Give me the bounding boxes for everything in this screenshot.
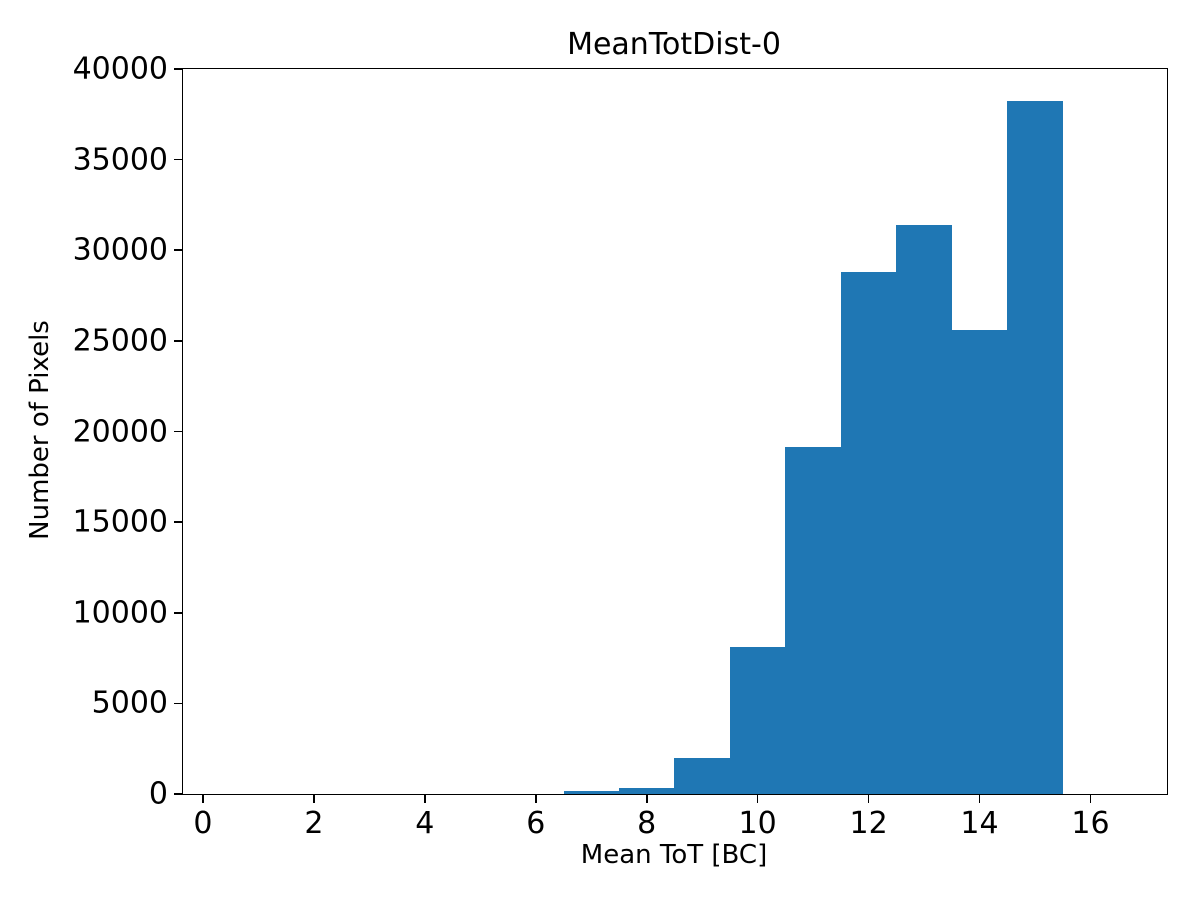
x-tick-label: 0 xyxy=(193,806,213,841)
y-tick-mark xyxy=(174,793,183,795)
y-tick-label: 40000 xyxy=(72,51,168,87)
x-axis-label: Mean ToT [BC] xyxy=(580,840,768,870)
x-tick-mark xyxy=(313,794,315,803)
x-tick-mark xyxy=(756,794,759,803)
x-tick-label: 16 xyxy=(1071,806,1110,841)
y-tick-mark xyxy=(174,249,183,252)
x-tick-mark xyxy=(202,794,204,803)
y-tick-mark xyxy=(174,521,183,523)
x-tick-label: 2 xyxy=(304,806,324,841)
x-tick-mark xyxy=(423,794,426,803)
y-tick-mark xyxy=(174,702,183,705)
x-tick-label: 12 xyxy=(849,806,888,841)
y-tick-label: 20000 xyxy=(72,414,168,449)
y-tick-label: 30000 xyxy=(72,232,168,268)
y-tick-mark xyxy=(174,158,183,161)
histogram-bar xyxy=(618,788,675,794)
y-tick-label: 5000 xyxy=(91,685,168,721)
y-tick-mark xyxy=(174,68,183,70)
x-tick-label: 10 xyxy=(738,806,777,841)
histogram-bar xyxy=(785,446,841,794)
y-axis-label: Number of Pixels xyxy=(25,320,55,540)
histogram-bar xyxy=(563,791,619,794)
histogram-bar xyxy=(951,330,1008,794)
x-tick-mark xyxy=(867,794,870,803)
x-tick-label: 8 xyxy=(637,806,657,841)
x-tick-label: 6 xyxy=(526,806,546,841)
y-tick-mark xyxy=(174,340,183,342)
histogram-bar xyxy=(674,757,730,794)
histogram-bar xyxy=(729,647,786,794)
x-tick-mark xyxy=(1089,794,1092,803)
plot-title: MeanTotDist-0 xyxy=(567,27,781,62)
x-tick-label: 4 xyxy=(415,806,435,841)
y-tick-mark xyxy=(174,611,183,614)
histogram-bar xyxy=(1007,101,1063,794)
y-tick-label: 25000 xyxy=(72,323,168,359)
plot-area: 0 2 4 6 8 10 12 14 16 0 5000 10000 15000 20000 25000 30… xyxy=(73,52,1168,841)
x-tick-mark xyxy=(534,794,537,803)
x-tick-label: 14 xyxy=(960,806,999,841)
y-tick-mark xyxy=(174,430,183,433)
histogram-bar xyxy=(840,272,897,794)
x-tick-mark xyxy=(978,794,981,803)
y-tick-label: 0 xyxy=(148,776,168,812)
x-tick-mark xyxy=(645,794,648,803)
y-tick-label: 15000 xyxy=(72,504,168,540)
histogram-bar xyxy=(896,224,952,794)
y-tick-label: 35000 xyxy=(72,142,168,178)
y-tick-label: 10000 xyxy=(72,595,168,631)
